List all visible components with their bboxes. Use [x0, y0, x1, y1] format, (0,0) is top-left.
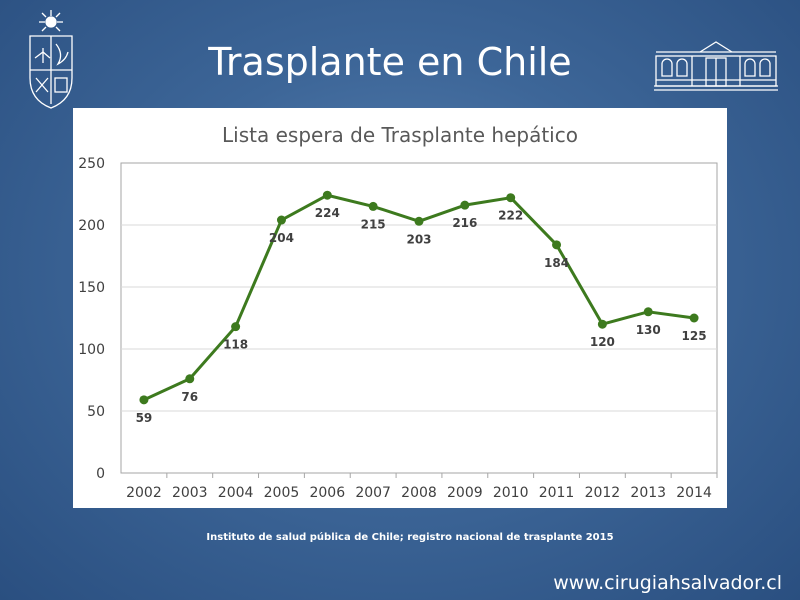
- data-label: 204: [269, 231, 294, 245]
- data-point: [368, 201, 378, 211]
- data-label: 120: [590, 335, 615, 349]
- x-tick-label: 2014: [676, 485, 712, 501]
- data-label: 59: [136, 411, 153, 425]
- series-line: [143, 193, 695, 402]
- x-tick-label: 2002: [126, 485, 162, 501]
- data-label: 216: [452, 216, 477, 230]
- slide-title: Trasplante en Chile: [208, 40, 572, 84]
- hospital-building-icon: [652, 40, 780, 92]
- y-tick-label: 200: [78, 218, 105, 234]
- data-point: [460, 200, 470, 210]
- data-point: [552, 240, 562, 250]
- data-point: [139, 395, 149, 405]
- data-point: [414, 216, 424, 226]
- chart-title: Lista espera de Trasplante hepático: [222, 123, 578, 147]
- y-tick-label: 0: [96, 466, 105, 482]
- x-tick-label: 2009: [447, 485, 483, 501]
- source-note: Instituto de salud pública de Chile; reg…: [206, 532, 614, 543]
- data-point: [322, 190, 332, 200]
- y-tick-label: 50: [87, 404, 105, 420]
- data-point: [185, 374, 195, 384]
- website-url: www.cirugiahsalvador.cl: [553, 572, 782, 594]
- data-label: 76: [181, 390, 198, 404]
- x-tick-label: 2005: [264, 485, 300, 501]
- data-label: 222: [498, 209, 523, 223]
- x-tick-label: 2008: [401, 485, 437, 501]
- x-tick-label: 2013: [630, 485, 666, 501]
- data-label: 118: [223, 338, 248, 352]
- data-label: 125: [682, 329, 707, 343]
- x-tick-label: 2006: [309, 485, 345, 501]
- x-tick-label: 2007: [355, 485, 391, 501]
- y-tick-label: 150: [78, 280, 105, 296]
- x-tick-label: 2010: [493, 485, 529, 501]
- data-point: [689, 313, 699, 323]
- x-tick-label: 2012: [585, 485, 621, 501]
- y-tick-label: 250: [78, 156, 105, 172]
- data-point: [276, 215, 286, 225]
- data-label: 184: [544, 256, 569, 270]
- x-tick-label: 2003: [172, 485, 208, 501]
- data-point: [643, 307, 653, 317]
- data-label: 215: [361, 217, 386, 231]
- data-label: 203: [406, 232, 431, 246]
- data-point: [597, 319, 607, 329]
- university-crest-icon: [22, 8, 80, 110]
- x-tick-label: 2011: [539, 485, 575, 501]
- chart-panel: Lista espera de Trasplante hepático 0 50 1…: [73, 108, 727, 508]
- data-point: [506, 193, 516, 203]
- data-label: 130: [636, 323, 661, 337]
- y-tick-label: 100: [78, 342, 105, 358]
- x-tick-label: 2004: [218, 485, 254, 501]
- data-label: 224: [315, 206, 340, 220]
- plot-area: [120, 162, 718, 474]
- line-chart: Lista espera de Trasplante hepático 0 50 1…: [78, 123, 718, 501]
- data-point: [231, 322, 241, 332]
